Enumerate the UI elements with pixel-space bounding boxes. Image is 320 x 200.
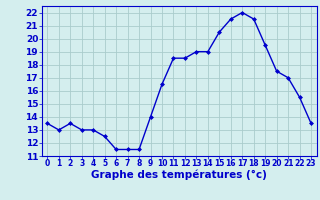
X-axis label: Graphe des températures (°c): Graphe des températures (°c)	[91, 170, 267, 180]
